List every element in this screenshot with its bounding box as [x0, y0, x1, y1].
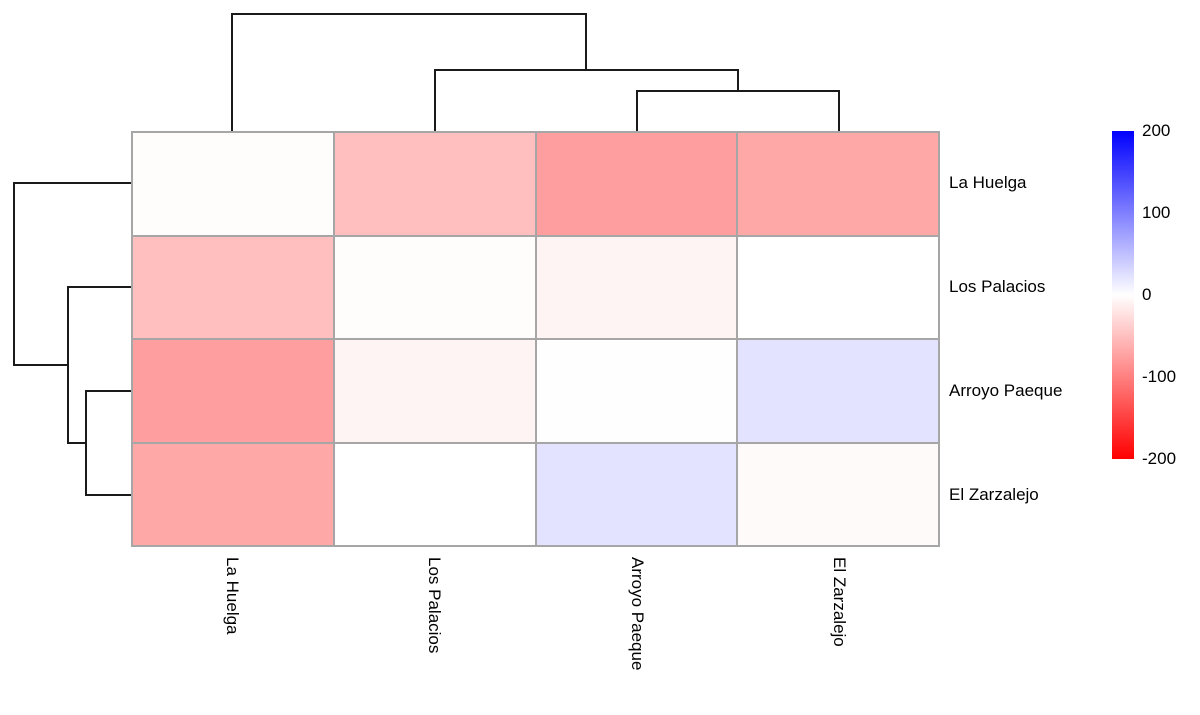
dendrogram-branch — [231, 13, 587, 131]
dendrogram-branch — [85, 390, 131, 496]
col-label: La Huelga — [223, 557, 243, 635]
heatmap-cell — [536, 443, 737, 545]
col-label: Arroyo Paeque — [627, 557, 647, 671]
heatmap-cell — [133, 236, 333, 338]
heatmap-cell — [334, 236, 535, 338]
legend-colorbar — [1112, 131, 1134, 459]
legend-tick-label: 200 — [1142, 121, 1171, 140]
legend-tick-label: -100 — [1142, 367, 1177, 386]
legend-tick-label: -200 — [1142, 449, 1177, 468]
dendrogram-branch — [434, 69, 739, 131]
heatmap-cell — [133, 133, 333, 235]
row-label: El Zarzalejo — [949, 485, 1039, 504]
heatmap-cell — [738, 340, 938, 442]
heatmap-cell — [738, 133, 938, 235]
dendrogram-branch — [636, 90, 840, 131]
heatmap-cell — [334, 340, 535, 442]
heatmap-cell — [133, 443, 333, 545]
heatmap-cell — [536, 340, 737, 442]
legend-tick-label: 100 — [1142, 203, 1171, 222]
row-label: La Huelga — [949, 173, 1027, 192]
heatmap-cell — [738, 443, 938, 545]
col-label: Los Palacios — [425, 557, 445, 654]
legend-tick-label: 0 — [1142, 285, 1152, 304]
heatmap-cell — [536, 236, 737, 338]
heatmap-cell — [334, 443, 535, 545]
heatmap-cell — [334, 133, 535, 235]
heatmap-cell — [536, 133, 737, 235]
dendrogram-branch — [13, 182, 131, 366]
heatmap-cell — [738, 236, 938, 338]
col-label: El Zarzalejo — [829, 557, 849, 647]
heatmap-cell — [133, 340, 333, 442]
dendrogram-branch — [67, 286, 131, 444]
heatmap-grid — [131, 131, 940, 547]
row-label: Los Palacios — [949, 277, 1046, 296]
row-label: Arroyo Paeque — [949, 381, 1063, 400]
